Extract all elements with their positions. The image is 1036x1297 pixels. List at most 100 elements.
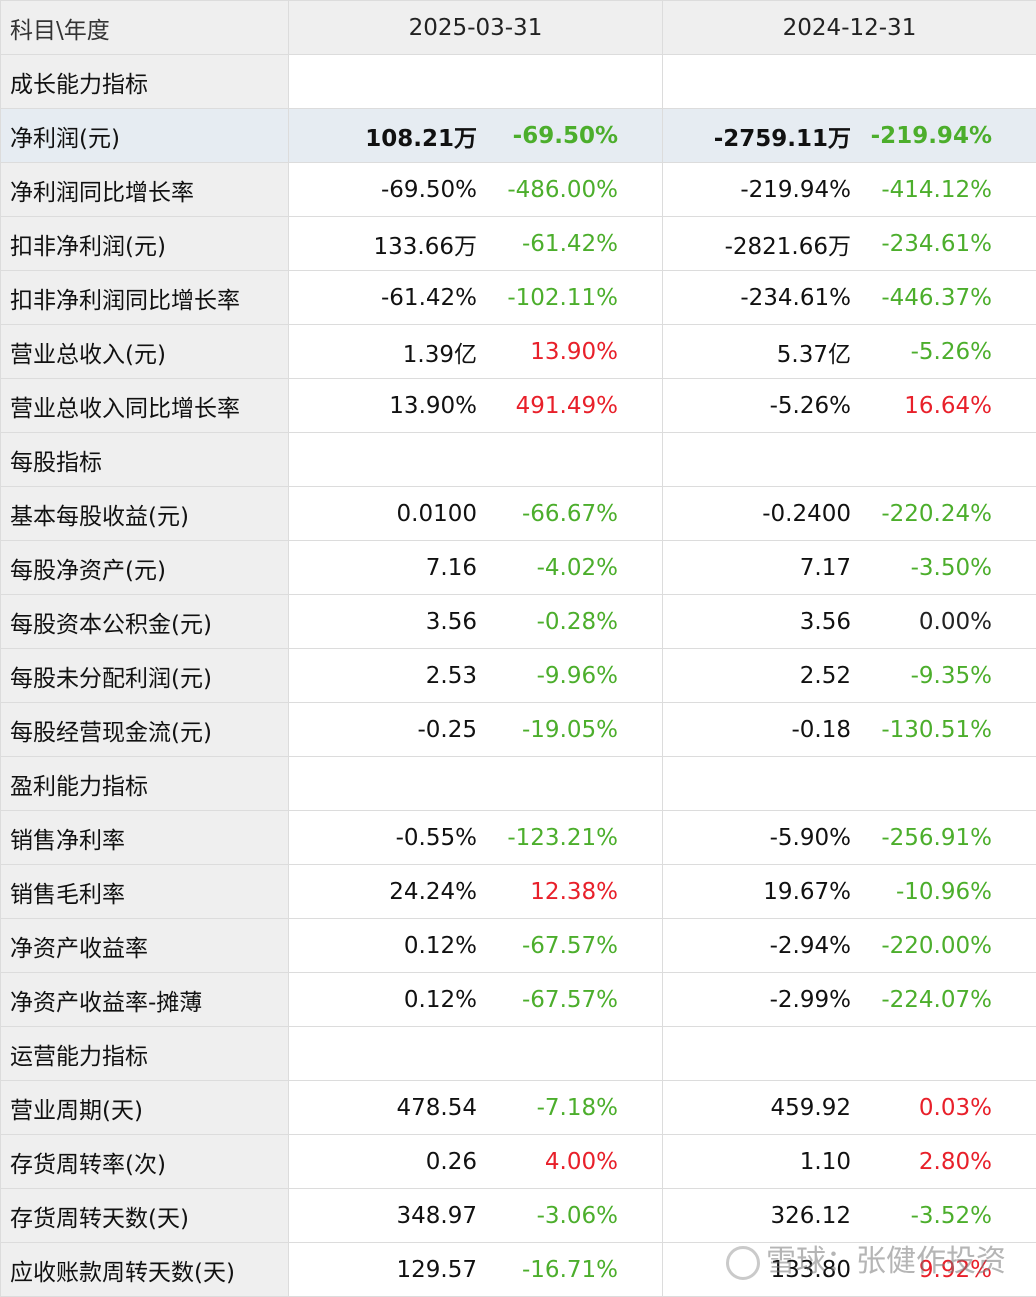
cell-value: 13.90% bbox=[289, 393, 477, 419]
cell-change-percent: -4.02% bbox=[477, 555, 618, 581]
cell-value: 129.57 bbox=[289, 1257, 477, 1283]
cell-change-percent: -69.50% bbox=[477, 123, 618, 149]
cell-change-percent: 0.00% bbox=[851, 609, 992, 635]
cell-value: -0.18 bbox=[663, 717, 851, 743]
table-row: 销售净利率-0.55%-123.21%-5.90%-256.91% bbox=[1, 811, 1036, 865]
data-cell: -0.25-19.05% bbox=[289, 703, 663, 757]
cell-value: 0.0100 bbox=[289, 501, 477, 527]
cell-value: -0.2400 bbox=[663, 501, 851, 527]
table-row: 扣非净利润(元)133.66万-61.42%-2821.66万-234.61% bbox=[1, 217, 1036, 271]
row-label: 净利润(元) bbox=[1, 109, 289, 163]
cell-change-percent: -5.26% bbox=[851, 339, 992, 365]
data-cell: 133.66万-61.42% bbox=[289, 217, 663, 271]
cell-change-percent: -3.52% bbox=[851, 1203, 992, 1229]
row-label: 销售净利率 bbox=[1, 811, 289, 865]
row-label: 扣非净利润同比增长率 bbox=[1, 271, 289, 325]
cell-change-percent: -220.24% bbox=[851, 501, 992, 527]
empty-cell bbox=[663, 757, 1036, 811]
cell-value: -219.94% bbox=[663, 177, 851, 203]
data-cell: -0.2400-220.24% bbox=[663, 487, 1036, 541]
row-label: 营业总收入同比增长率 bbox=[1, 379, 289, 433]
cell-change-percent: -486.00% bbox=[477, 177, 618, 203]
cell-change-percent: 4.00% bbox=[477, 1149, 618, 1175]
header-label: 科目\年度 bbox=[1, 1, 289, 55]
cell-change-percent: 491.49% bbox=[477, 393, 618, 419]
cell-change-percent: -7.18% bbox=[477, 1095, 618, 1121]
table-row: 净利润同比增长率-69.50%-486.00%-219.94%-414.12% bbox=[1, 163, 1036, 217]
cell-change-percent: 0.03% bbox=[851, 1095, 992, 1121]
table-row: 基本每股收益(元)0.0100-66.67% -0.2400-220.24% bbox=[1, 487, 1036, 541]
cell-change-percent: -130.51% bbox=[851, 717, 992, 743]
section-row: 每股指标 bbox=[1, 433, 1036, 487]
data-cell: 2.53-9.96% bbox=[289, 649, 663, 703]
cell-value: -2.94% bbox=[663, 933, 851, 959]
data-cell: 13.90%491.49% bbox=[289, 379, 663, 433]
cell-change-percent: -19.05% bbox=[477, 717, 618, 743]
data-cell: -2.99%-224.07% bbox=[663, 973, 1036, 1027]
table-header-row: 科目\年度 2025-03-31 2024-12-31 bbox=[1, 1, 1036, 55]
row-label: 应收账款周转天数(天) bbox=[1, 1243, 289, 1297]
cell-value: -5.90% bbox=[663, 825, 851, 851]
table-row: 扣非净利润同比增长率-61.42%-102.11%-234.61%-446.37… bbox=[1, 271, 1036, 325]
cell-value: 133.80 bbox=[663, 1257, 851, 1283]
row-label: 营业总收入(元) bbox=[1, 325, 289, 379]
cell-change-percent: -16.71% bbox=[477, 1257, 618, 1283]
cell-change-percent: -3.50% bbox=[851, 555, 992, 581]
cell-value: 326.12 bbox=[663, 1203, 851, 1229]
cell-value: 133.66万 bbox=[289, 227, 477, 261]
header-year-2: 2024-12-31 bbox=[663, 1, 1036, 55]
cell-value: 3.56 bbox=[289, 609, 477, 635]
cell-value: 7.17 bbox=[663, 555, 851, 581]
cell-change-percent: 9.92% bbox=[851, 1257, 992, 1283]
data-cell: 19.67%-10.96% bbox=[663, 865, 1036, 919]
header-year-1: 2025-03-31 bbox=[289, 1, 663, 55]
cell-change-percent: -66.67% bbox=[477, 501, 618, 527]
cell-change-percent: -123.21% bbox=[477, 825, 618, 851]
data-cell: 0.12%-67.57% bbox=[289, 919, 663, 973]
row-label: 存货周转率(次) bbox=[1, 1135, 289, 1189]
row-label: 营业周期(天) bbox=[1, 1081, 289, 1135]
data-cell: -2821.66万-234.61% bbox=[663, 217, 1036, 271]
table-row: 每股经营现金流(元)-0.25-19.05%-0.18-130.51% bbox=[1, 703, 1036, 757]
cell-change-percent: -3.06% bbox=[477, 1203, 618, 1229]
row-label: 每股净资产(元) bbox=[1, 541, 289, 595]
cell-change-percent: -102.11% bbox=[477, 285, 618, 311]
section-row: 运营能力指标 bbox=[1, 1027, 1036, 1081]
table-row: 净利润(元)108.21万-69.50%-2759.11万-219.94% bbox=[1, 109, 1036, 163]
cell-value: 3.56 bbox=[663, 609, 851, 635]
cell-change-percent: -67.57% bbox=[477, 933, 618, 959]
cell-change-percent: -414.12% bbox=[851, 177, 992, 203]
row-label: 销售毛利率 bbox=[1, 865, 289, 919]
data-cell: 0.12%-67.57% bbox=[289, 973, 663, 1027]
row-label: 净资产收益率-摊薄 bbox=[1, 973, 289, 1027]
data-cell: -5.26%16.64% bbox=[663, 379, 1036, 433]
cell-change-percent: 13.90% bbox=[477, 339, 618, 365]
cell-value: -5.26% bbox=[663, 393, 851, 419]
cell-change-percent: -219.94% bbox=[851, 123, 992, 149]
cell-change-percent: -0.28% bbox=[477, 609, 618, 635]
cell-change-percent: -234.61% bbox=[851, 231, 992, 257]
data-cell: -0.18-130.51% bbox=[663, 703, 1036, 757]
cell-change-percent: -224.07% bbox=[851, 987, 992, 1013]
cell-value: 108.21万 bbox=[289, 119, 477, 153]
cell-value: 2.52 bbox=[663, 663, 851, 689]
empty-cell bbox=[289, 433, 663, 487]
table-row: 每股净资产(元)7.16-4.02%7.17-3.50% bbox=[1, 541, 1036, 595]
row-label: 基本每股收益(元) bbox=[1, 487, 289, 541]
data-cell: 24.24%12.38% bbox=[289, 865, 663, 919]
cell-change-percent: 16.64% bbox=[851, 393, 992, 419]
row-label: 每股经营现金流(元) bbox=[1, 703, 289, 757]
cell-value: -0.25 bbox=[289, 717, 477, 743]
row-label: 每股指标 bbox=[1, 433, 289, 487]
data-cell: 326.12-3.52% bbox=[663, 1189, 1036, 1243]
